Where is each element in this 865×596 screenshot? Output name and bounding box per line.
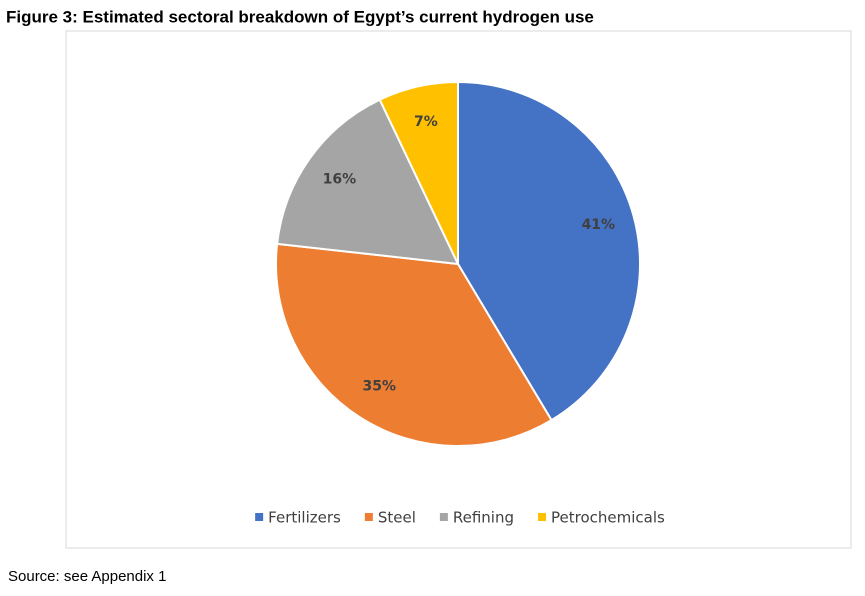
pie-slice [275,242,553,447]
legend-swatch [538,513,547,521]
legend-label: Petrochemicals [551,509,665,527]
legend-label: Steel [378,509,416,527]
source-note: Source: see Appendix 1 [8,568,166,585]
pie-slice [457,80,641,422]
pie-slice [378,80,459,265]
legend-swatch [439,513,448,521]
pie-slice [276,98,460,266]
data-label: 41% [582,217,616,233]
data-label: 16% [323,172,357,188]
chart-title: Figure 3: Estimated sectoral breakdown o… [6,7,594,26]
legend-label: Refining [453,509,514,527]
legend-swatch [255,513,264,521]
legend-swatch [364,513,373,521]
data-label: 35% [363,378,397,394]
data-label: 7% [414,114,438,130]
legend-label: Fertilizers [268,509,341,527]
